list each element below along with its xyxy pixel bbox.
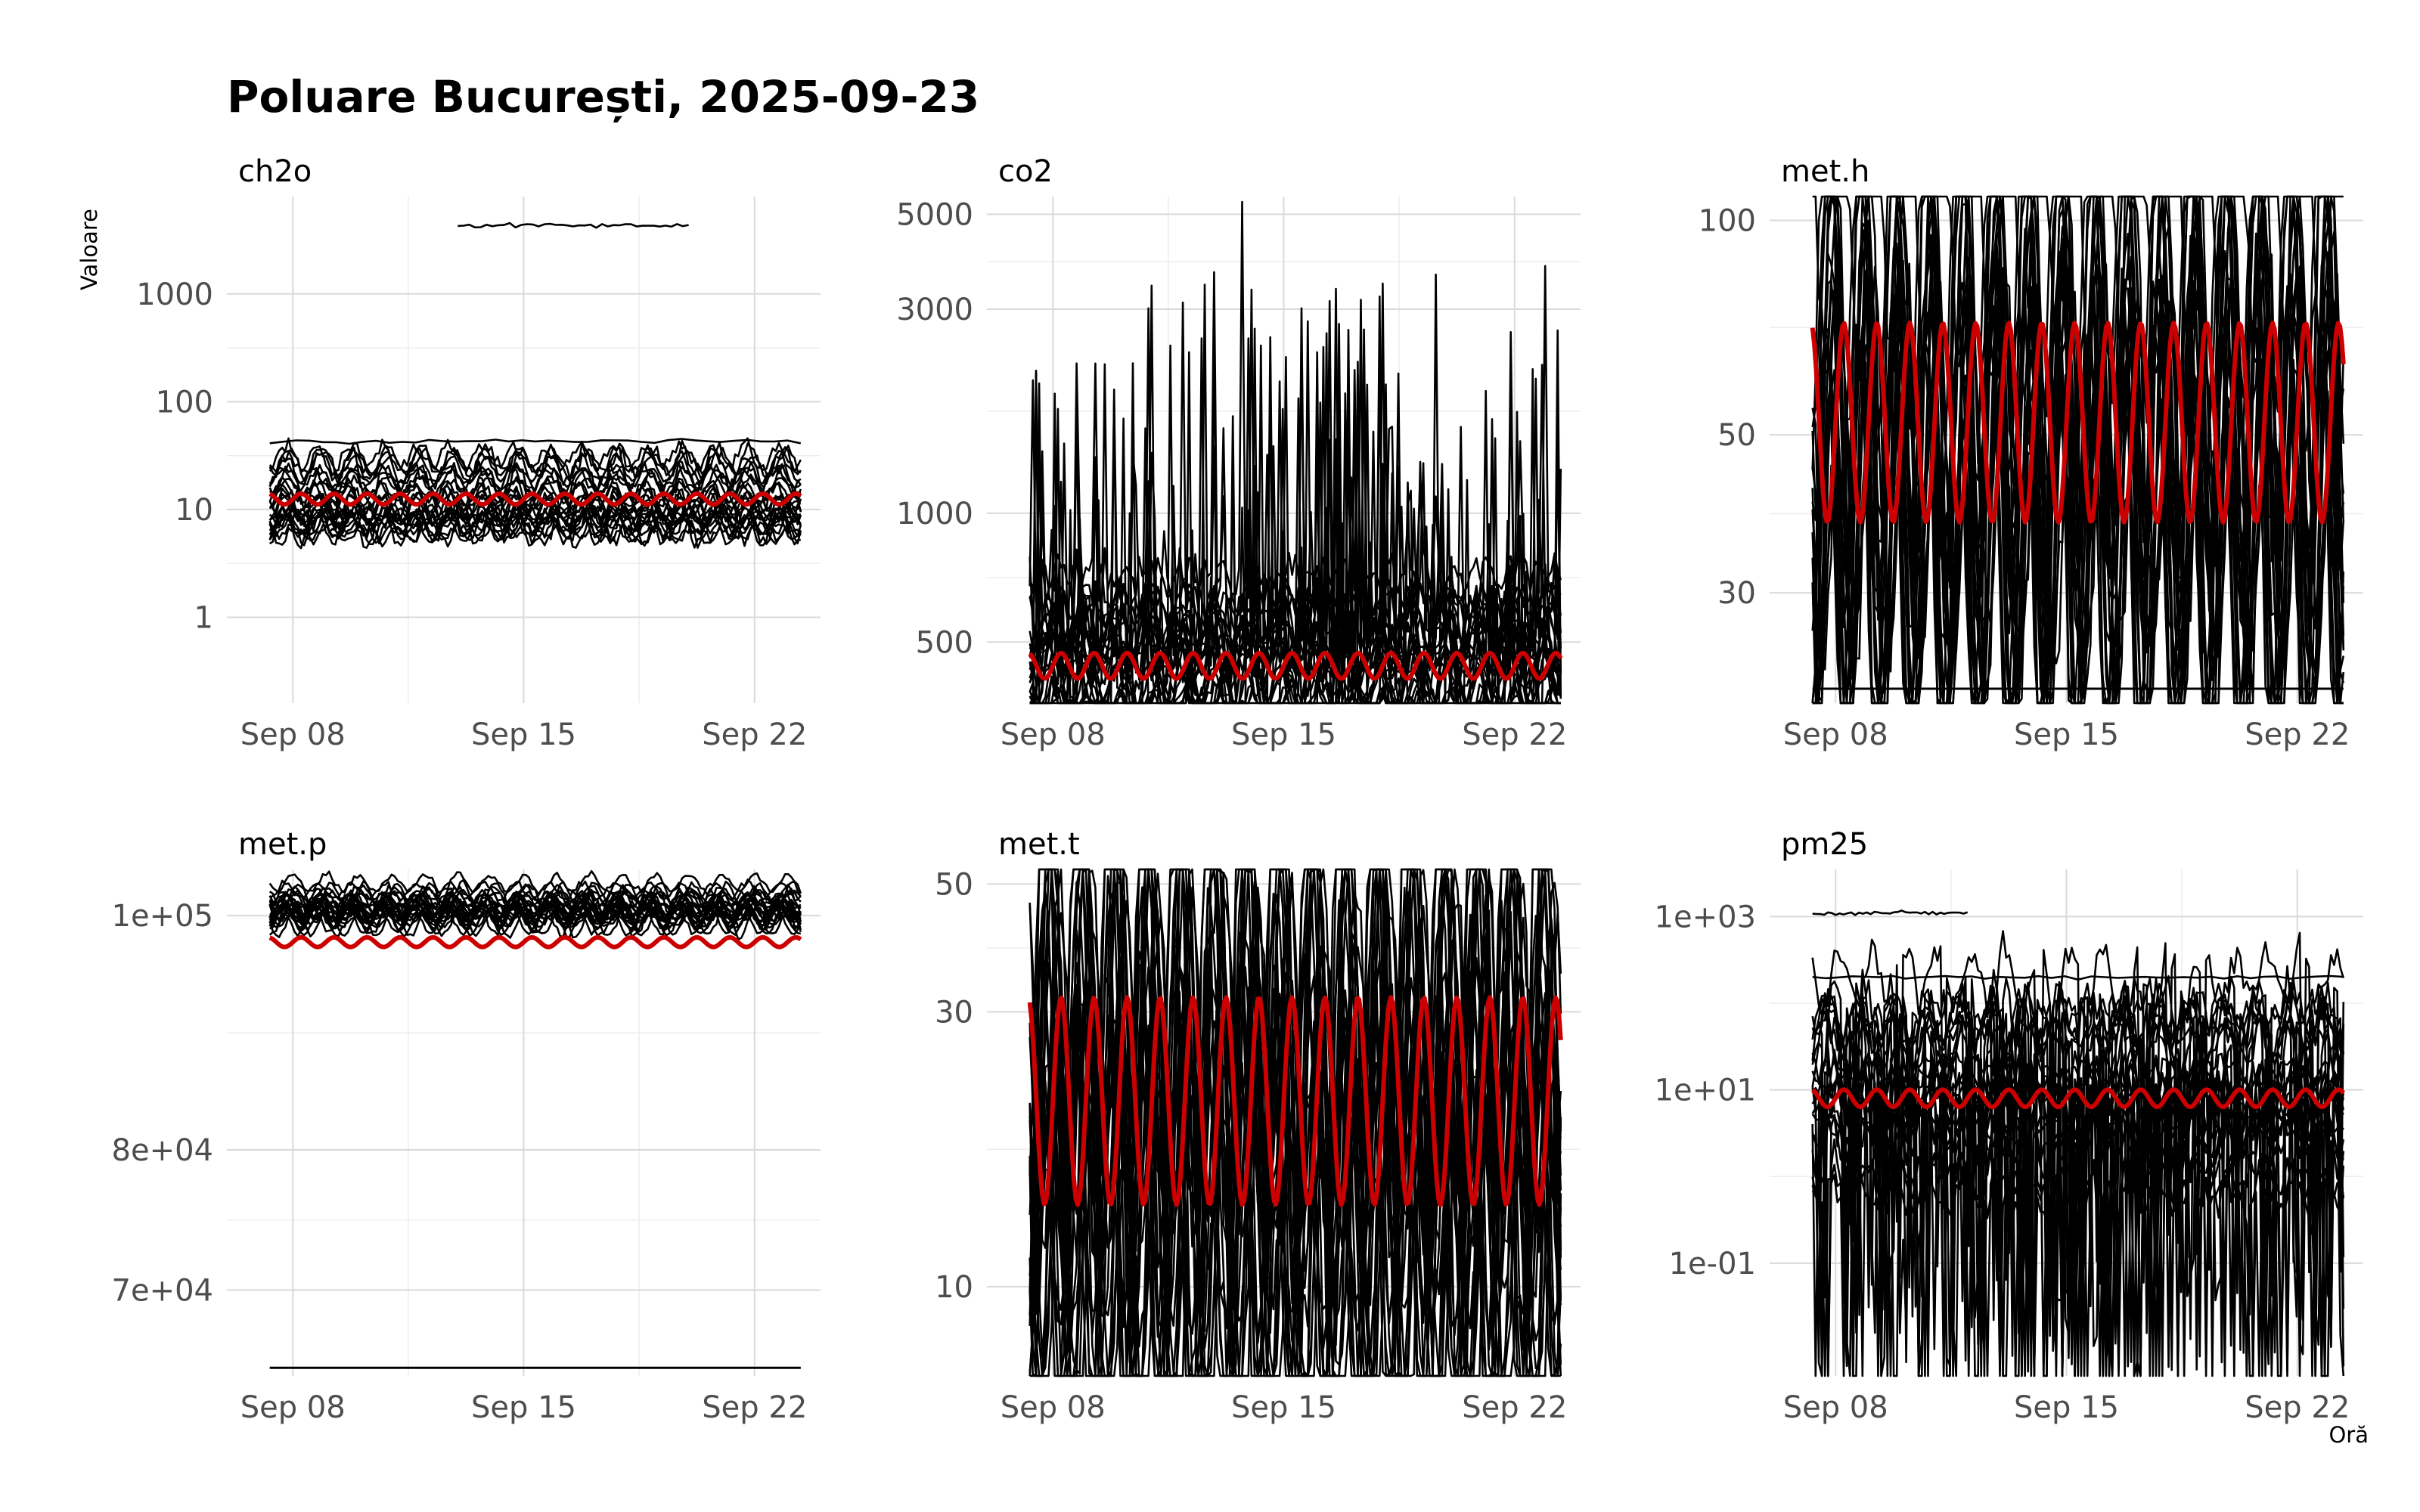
mean-series-line <box>268 934 802 950</box>
y-tick-label: 3000 <box>896 293 973 327</box>
sensor-series-group <box>1028 200 1562 705</box>
outlier-series-line <box>269 438 802 445</box>
panel-title: co2 <box>998 154 1053 189</box>
sensor-series-line <box>1028 940 1562 1351</box>
sensor-series-line <box>1811 930 2345 1322</box>
x-tick-label: Sep 08 <box>240 1390 346 1425</box>
x-tick-label: Sep 15 <box>2014 1390 2119 1425</box>
y-tick-label: 50 <box>935 867 973 902</box>
y-axis-label: Valoare <box>76 209 102 290</box>
sensor-series-group <box>268 870 802 940</box>
mean-series-line <box>1027 995 1563 1207</box>
sensor-series-line <box>269 892 802 927</box>
panel-met-h: met.h Sep 08 Sep 15 Sep 22 30 50 100 <box>1699 154 2363 752</box>
facet-panels: ch2o Sep 08 Sep 15 Sep 22 1 10 100 1000 co2 Sep 0… <box>112 154 2363 1425</box>
panel-title: met.p <box>238 827 327 862</box>
sensor-series-line <box>268 888 802 913</box>
outlier-series-line <box>1812 974 2344 981</box>
panel-met-t: met.t Sep 08 Sep 15 Sep 22 10 30 50 <box>935 827 1581 1425</box>
sensor-series-line <box>268 437 802 485</box>
x-tick-label: Sep 15 <box>1231 717 1336 752</box>
panel-title: pm25 <box>1781 827 1868 862</box>
x-tick-label: Sep 15 <box>1231 1390 1336 1425</box>
y-tick-label: 1000 <box>136 277 213 312</box>
y-tick-label: 100 <box>1699 203 1756 238</box>
x-tick-label: Sep 22 <box>2245 717 2350 752</box>
x-tick-label: Sep 08 <box>240 717 346 752</box>
x-tick-label: Sep 22 <box>1462 1390 1567 1425</box>
sensor-series-group <box>1811 930 2345 1377</box>
x-tick-label: Sep 15 <box>2014 717 2119 752</box>
sensor-series-line <box>1028 200 1562 616</box>
y-tick-label: 100 <box>156 385 213 420</box>
mean-series-line <box>268 491 802 507</box>
outlier-series-line <box>1812 909 1969 916</box>
y-tick-label: 8e+04 <box>112 1133 213 1168</box>
panel-title: ch2o <box>238 154 312 189</box>
sensor-series-line <box>268 507 802 547</box>
sensor-series-line <box>1811 999 2344 1368</box>
sensor-series-line <box>268 507 802 550</box>
x-tick-label: Sep 22 <box>1462 717 1567 752</box>
sensor-series-group <box>1028 868 1562 1377</box>
y-tick-label: 1e+01 <box>1655 1074 1756 1108</box>
sensor-series-line <box>268 870 802 896</box>
sensor-series-line <box>1811 195 2345 596</box>
sensor-series-line <box>268 898 802 924</box>
sensor-series-line <box>1028 868 1562 1272</box>
sensor-series-line <box>269 488 802 518</box>
sensor-series-line <box>1811 1144 2345 1377</box>
y-tick-label: 30 <box>935 995 973 1030</box>
y-tick-label: 7e+04 <box>112 1273 213 1308</box>
x-tick-label: Sep 22 <box>702 1390 807 1425</box>
panel-ch2o: ch2o Sep 08 Sep 15 Sep 22 1 10 100 1000 <box>136 154 821 752</box>
x-tick-label: Sep 22 <box>2245 1390 2350 1425</box>
y-tick-label: 1000 <box>896 497 973 531</box>
sensor-series-line <box>1811 1044 2345 1377</box>
outlier-series-line <box>458 222 689 229</box>
sensor-series-line <box>1028 868 1562 1305</box>
panel-co2: co2 Sep 08 Sep 15 Sep 22 500 1000 3000 5000 <box>896 154 1581 752</box>
y-tick-label: 5000 <box>896 197 973 232</box>
x-tick-label: Sep 15 <box>471 717 576 752</box>
sensor-series-line <box>268 906 802 938</box>
sensor-series-line <box>1811 195 2345 550</box>
y-tick-label: 50 <box>1717 418 1756 453</box>
sensor-series-line <box>268 446 802 490</box>
x-tick-label: Sep 22 <box>702 717 807 752</box>
x-tick-label: Sep 08 <box>1783 717 1888 752</box>
x-axis-label: Oră <box>2328 1422 2369 1448</box>
sensor-series-line <box>1811 225 2345 692</box>
panel-title: met.t <box>998 827 1080 862</box>
sensor-series-line <box>268 499 802 528</box>
y-tick-label: 10 <box>175 493 213 528</box>
mean-series-line <box>1028 650 1563 681</box>
y-tick-label: 1e+03 <box>1655 900 1756 934</box>
y-tick-label: 1e+05 <box>112 899 213 934</box>
panel-pm25: pm25 Sep 08 Sep 15 Sep 22 1e-01 1e+01 1e+03 <box>1655 827 2363 1425</box>
sensor-series-group <box>1811 195 2345 705</box>
mean-series-line <box>1810 321 2346 525</box>
sensor-series-line <box>268 487 802 528</box>
panel-title: met.h <box>1781 154 1869 189</box>
x-tick-label: Sep 08 <box>1001 1390 1106 1425</box>
sensor-series-line <box>268 460 802 497</box>
y-tick-label: 500 <box>916 625 973 660</box>
sensor-series-line <box>268 904 802 930</box>
x-tick-label: Sep 08 <box>1001 717 1106 752</box>
sensor-series-line <box>1028 265 1562 637</box>
y-tick-label: 30 <box>1717 576 1756 611</box>
y-tick-label: 1 <box>194 601 213 636</box>
chart-title: Poluare București, 2025-09-23 <box>227 71 979 122</box>
y-tick-label: 10 <box>935 1270 973 1305</box>
sensor-series-line <box>268 904 802 934</box>
mean-series-line <box>1810 1087 2346 1110</box>
x-tick-label: Sep 15 <box>471 1390 576 1425</box>
y-tick-label: 1e-01 <box>1669 1247 1756 1281</box>
sensor-series-line <box>268 883 802 909</box>
panel-met-p: met.p Sep 08 Sep 15 Sep 22 7e+04 8e+04 1e+05 <box>112 827 821 1425</box>
x-tick-label: Sep 08 <box>1783 1390 1888 1425</box>
sensor-series-line <box>268 472 802 502</box>
